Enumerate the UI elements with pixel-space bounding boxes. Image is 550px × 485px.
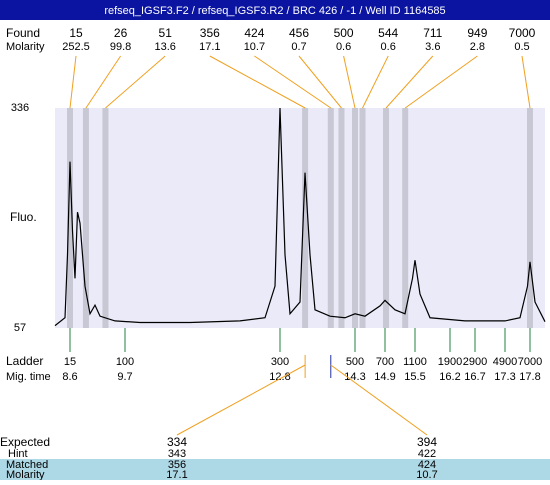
- peak-connector: [105, 55, 166, 109]
- found-molarity: 99.8: [110, 41, 131, 53]
- ladder-time: 15.5: [404, 371, 425, 383]
- matched-value: 356: [168, 459, 186, 471]
- peak-band: [383, 108, 390, 328]
- peak-connector: [385, 55, 434, 109]
- hint-label: Hint: [8, 448, 28, 460]
- ladder-label: Ladder: [6, 354, 43, 368]
- found-size: 15: [69, 26, 83, 40]
- found-size: 500: [334, 26, 354, 40]
- found-molarity: 2.8: [470, 41, 485, 53]
- ladder-size: 15: [64, 356, 76, 368]
- peak-connector: [404, 55, 478, 109]
- peak-band: [327, 108, 334, 328]
- mig-time-label: Mig. time: [6, 371, 51, 383]
- molarity-label: Molarity: [6, 41, 45, 53]
- peak-band: [352, 108, 358, 328]
- found-molarity: 0.7: [291, 41, 306, 53]
- peak-connector: [209, 55, 306, 109]
- molarity-value: 10.7: [416, 469, 437, 480]
- ladder-time: 17.3: [494, 371, 515, 383]
- found-label: Found: [6, 26, 40, 40]
- peak-connector: [85, 55, 122, 109]
- ladder-time: 17.8: [519, 371, 540, 383]
- peak-band: [402, 108, 409, 328]
- ladder-size: 300: [271, 356, 289, 368]
- ladder-time: 16.2: [439, 371, 460, 383]
- peak-connector: [362, 55, 389, 109]
- peak-band: [359, 108, 366, 328]
- hint-value: 422: [418, 448, 436, 460]
- match-connector: [176, 364, 306, 436]
- ladder-size: 1100: [403, 356, 427, 368]
- ladder-time: 14.3: [344, 371, 365, 383]
- found-size: 356: [200, 26, 220, 40]
- ladder-size: 7000: [518, 356, 542, 368]
- ladder-time: 12.8: [269, 371, 290, 383]
- ladder-size: 500: [346, 356, 364, 368]
- expected-label: Expected: [0, 435, 50, 449]
- found-molarity: 17.1: [199, 41, 220, 53]
- found-size: 456: [289, 26, 309, 40]
- ladder-time: 8.6: [62, 371, 77, 383]
- found-molarity: 252.5: [62, 41, 90, 53]
- ladder-size: 700: [376, 356, 394, 368]
- molarity-row-label: Molarity: [6, 469, 45, 480]
- molarity-value: 17.1: [166, 469, 187, 480]
- ladder-size: 4900: [493, 356, 517, 368]
- peak-band: [338, 108, 345, 328]
- ladder-time: 16.7: [464, 371, 485, 383]
- hint-value: 343: [168, 448, 186, 460]
- highlight-rows: [0, 459, 550, 480]
- peak-connector: [298, 55, 342, 109]
- peak-band: [67, 108, 73, 328]
- found-size: 544: [378, 26, 398, 40]
- matched-value: 424: [418, 459, 436, 471]
- peak-band: [302, 108, 309, 328]
- peak-band: [82, 108, 89, 328]
- ladder-size: 2900: [463, 356, 487, 368]
- found-size: 711: [423, 26, 442, 40]
- y-label: Fluo.: [10, 210, 37, 224]
- found-size: 26: [114, 26, 128, 40]
- ladder-time: 14.9: [374, 371, 395, 383]
- trace: [54, 107, 546, 327]
- peak-connector: [521, 55, 531, 109]
- matched-label: Matched: [6, 459, 48, 471]
- y-tick-label: 336: [11, 102, 29, 114]
- ladder-size: 100: [116, 356, 134, 368]
- found-size: 7000: [509, 26, 536, 40]
- found-molarity: 13.6: [154, 41, 175, 53]
- found-molarity: 0.5: [514, 41, 529, 53]
- title-bar: [0, 0, 550, 20]
- title: refseq_IGSF3.F2 / refseq_IGSF3.R2 / BRC …: [104, 5, 445, 17]
- ladder-time: 9.7: [117, 371, 132, 383]
- peak-band: [102, 108, 109, 328]
- expected-value: 334: [167, 435, 187, 449]
- found-molarity: 0.6: [381, 41, 396, 53]
- found-molarity: 3.6: [425, 41, 440, 53]
- found-size: 51: [159, 26, 173, 40]
- found-size: 949: [467, 26, 487, 40]
- found-molarity: 0.6: [336, 41, 351, 53]
- peak-connector: [343, 55, 356, 109]
- found-molarity: 10.7: [244, 41, 265, 53]
- peak-band: [527, 108, 533, 328]
- peak-connector: [254, 55, 332, 109]
- match-connector: [330, 364, 428, 436]
- found-size: 424: [244, 26, 264, 40]
- ladder-size: 1900: [438, 356, 462, 368]
- peak-connector: [69, 55, 77, 109]
- expected-value: 394: [417, 435, 437, 449]
- y-tick-label: 57: [14, 322, 26, 334]
